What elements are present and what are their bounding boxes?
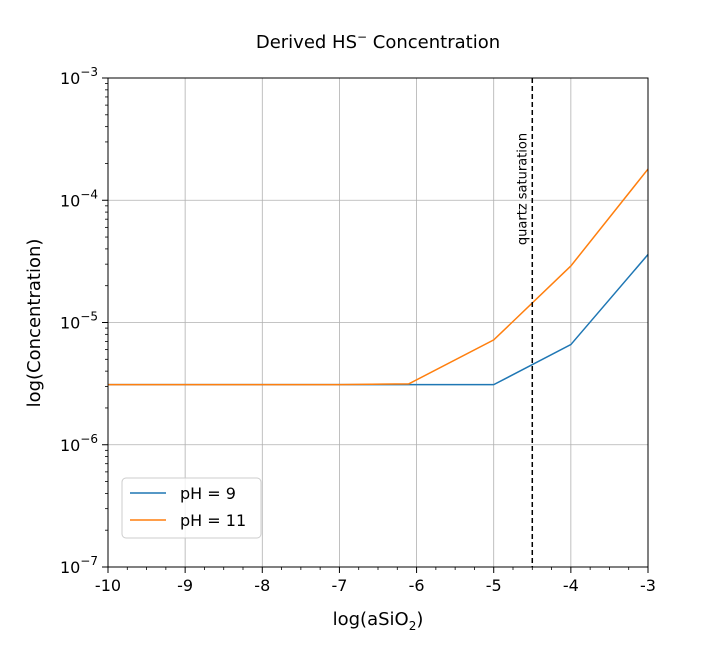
- x-tick-label: -4: [563, 576, 579, 595]
- y-tick-label: 10−7: [60, 554, 98, 577]
- x-tick-label: -10: [95, 576, 121, 595]
- x-tick-label: -9: [177, 576, 193, 595]
- legend-label-ph9: pH = 9: [180, 484, 236, 503]
- chart-title: Derived HS− Concentration: [256, 30, 500, 53]
- x-axis-label-subscript: 2: [409, 619, 417, 633]
- series-line-0: [108, 254, 649, 386]
- x-tick-label: -3: [640, 576, 656, 595]
- x-axis-label: log(aSiO2): [333, 609, 424, 633]
- y-tick-label: 10−3: [60, 65, 98, 88]
- legend: pH = 9 pH = 11: [121, 477, 262, 539]
- x-axis-ticks: -10 -9 -8 -7 -6 -5 -4 -3: [95, 567, 656, 595]
- y-tick-label: 10−6: [60, 432, 98, 455]
- x-tick-label: -7: [331, 576, 347, 595]
- legend-label-ph11: pH = 11: [180, 511, 246, 530]
- quartz-saturation-label: quartz saturation: [515, 133, 530, 245]
- series-layer: [108, 168, 649, 386]
- x-tick-label: -5: [486, 576, 502, 595]
- title-superscript: −: [357, 30, 367, 44]
- x-tick-label: -6: [409, 576, 425, 595]
- x-tick-label: -8: [254, 576, 270, 595]
- y-axis-label: log(Concentration): [24, 239, 45, 408]
- y-tick-label: 10−5: [60, 310, 98, 333]
- y-axis-ticks: 10−3 10−4 10−5 10−6 10−7: [60, 65, 108, 577]
- series-line-1: [108, 168, 649, 386]
- y-tick-label: 10−4: [60, 187, 98, 210]
